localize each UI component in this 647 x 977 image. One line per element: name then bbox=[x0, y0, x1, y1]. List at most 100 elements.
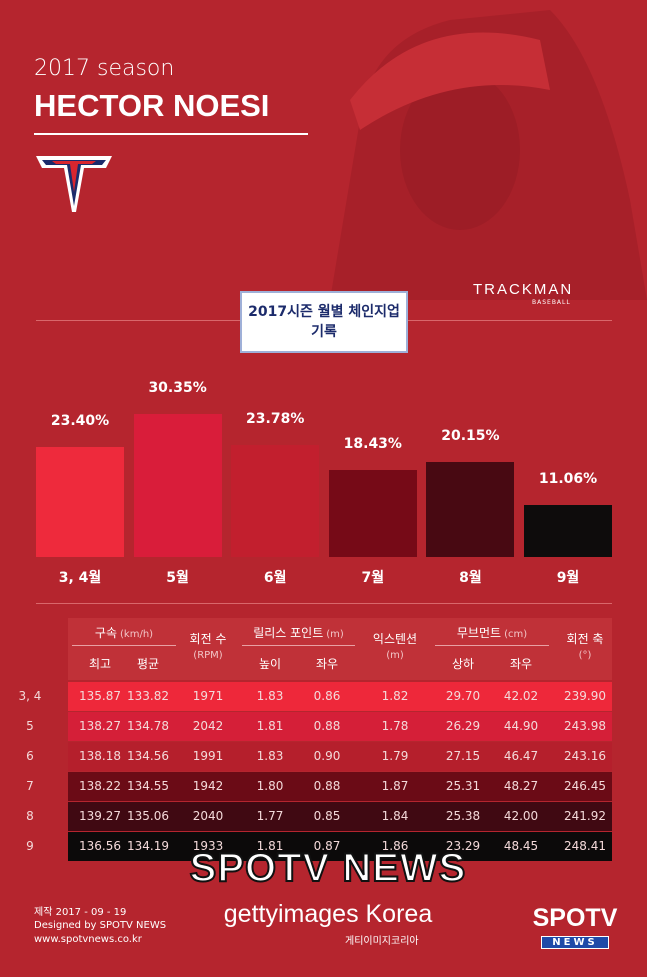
cell: 0.86 bbox=[313, 689, 341, 703]
cell: 46.47 bbox=[503, 749, 539, 763]
cell: 48.27 bbox=[503, 779, 539, 793]
sub-column-label: 평균 bbox=[136, 657, 160, 671]
column-unit: (°) bbox=[578, 650, 592, 661]
bar bbox=[524, 505, 612, 557]
cell: 0.85 bbox=[313, 809, 341, 823]
x-tick-label: 5월 bbox=[166, 570, 189, 586]
cell: 138.18 bbox=[79, 749, 121, 763]
cell: 139.27 bbox=[79, 809, 121, 823]
cell: 133.82 bbox=[127, 689, 169, 703]
value-label: 20.15% bbox=[441, 428, 500, 445]
column-unit: (m) bbox=[386, 650, 404, 661]
cell: 1971 bbox=[192, 689, 224, 703]
cell: 2042 bbox=[192, 719, 224, 733]
column-unit: (m) bbox=[326, 629, 344, 640]
cell: 241.92 bbox=[564, 809, 606, 823]
value-label: 30.35% bbox=[148, 380, 207, 397]
cell: 1933 bbox=[192, 839, 224, 853]
cell: 0.88 bbox=[313, 719, 341, 733]
cell: 2040 bbox=[192, 809, 224, 823]
cell: 1942 bbox=[192, 779, 224, 793]
x-tick-label: 3, 4월 bbox=[58, 570, 102, 586]
player-name: HECTOR NOESI bbox=[34, 88, 270, 123]
sub-column-label: 최고 bbox=[88, 657, 112, 671]
column-label: 무브먼트 bbox=[456, 626, 502, 640]
cell: 134.78 bbox=[127, 719, 169, 733]
cell: 248.41 bbox=[564, 839, 606, 853]
cell: 1.81 bbox=[256, 839, 284, 853]
cell: 0.88 bbox=[313, 779, 341, 793]
group-line bbox=[242, 645, 355, 646]
row-bg bbox=[68, 772, 612, 801]
watermark: SPOTV NEWS bbox=[189, 845, 467, 891]
cell: 25.31 bbox=[445, 779, 481, 793]
cell: 0.90 bbox=[313, 749, 341, 763]
column-unit: (cm) bbox=[504, 629, 528, 640]
cell: 134.19 bbox=[127, 839, 169, 853]
credit: Designed by SPOTV NEWS bbox=[34, 920, 167, 931]
x-tick-label: 8월 bbox=[459, 570, 482, 586]
row-label: 5 bbox=[26, 719, 34, 733]
value-label: 11.06% bbox=[538, 471, 598, 488]
brand-sub: BASEBALL bbox=[532, 299, 571, 306]
row-bg bbox=[68, 682, 612, 711]
cell: 25.38 bbox=[445, 809, 481, 823]
column-group: 릴리스 포인트 (m) bbox=[253, 624, 344, 641]
getty-kr: 게티이미지코리아 bbox=[345, 936, 419, 947]
cell: 29.70 bbox=[445, 689, 481, 703]
x-tick-label: 6월 bbox=[263, 570, 287, 586]
cell: 239.90 bbox=[564, 689, 606, 703]
x-tick-label: 7월 bbox=[361, 570, 385, 586]
column-label: 구속 bbox=[94, 626, 118, 640]
column-label: 회전 수 bbox=[189, 632, 227, 646]
row-label: 9 bbox=[26, 839, 34, 853]
header-bg bbox=[68, 618, 612, 680]
cell: 1.79 bbox=[381, 749, 409, 763]
logo-top: SPOTV bbox=[532, 904, 618, 932]
divider bbox=[36, 603, 612, 604]
cell: 1.87 bbox=[381, 779, 409, 793]
brand: TRACKMAN bbox=[473, 281, 574, 298]
cell: 1.83 bbox=[256, 689, 284, 703]
cell: 44.90 bbox=[503, 719, 539, 733]
cell: 1.86 bbox=[381, 839, 409, 853]
column-group: 구속 (km/h) bbox=[95, 624, 153, 641]
team-logo bbox=[36, 156, 112, 212]
cell: 138.22 bbox=[79, 779, 121, 793]
sub-column-label: 높이 bbox=[258, 657, 282, 671]
chart-title: 2017시즌 월별 체인지업 기록 bbox=[240, 291, 408, 353]
cell: 1.77 bbox=[256, 809, 284, 823]
x-tick-label: 9월 bbox=[556, 570, 580, 586]
sub-column-label: 좌우 bbox=[315, 657, 339, 671]
season: 2017 season bbox=[34, 56, 175, 81]
cell: 243.16 bbox=[564, 749, 606, 763]
cell: 42.02 bbox=[503, 689, 539, 703]
bar bbox=[231, 445, 320, 557]
cell: 134.56 bbox=[127, 749, 169, 763]
cell: 26.29 bbox=[445, 719, 481, 733]
bar bbox=[133, 414, 222, 557]
cell: 243.98 bbox=[564, 719, 606, 733]
row-bg bbox=[68, 742, 612, 771]
group-line bbox=[435, 645, 549, 646]
column-label: 릴리스 포인트 bbox=[253, 626, 324, 640]
url: www.spotvnews.co.kr bbox=[34, 934, 142, 945]
player-photo bbox=[330, 10, 647, 300]
row-label: 7 bbox=[26, 779, 34, 793]
cell: 1.83 bbox=[256, 749, 284, 763]
bar bbox=[426, 462, 515, 557]
cell: 1.81 bbox=[256, 719, 284, 733]
column-unit: (km/h) bbox=[120, 629, 154, 640]
group-line bbox=[72, 645, 176, 646]
column-group: 무브먼트 (cm) bbox=[457, 624, 527, 641]
getty: gettyimages Korea bbox=[223, 900, 433, 928]
cell: 138.27 bbox=[79, 719, 121, 733]
bar bbox=[36, 447, 124, 557]
column-unit: (RPM) bbox=[193, 650, 223, 661]
column-label: 회전 축 bbox=[566, 632, 604, 646]
bar bbox=[328, 470, 417, 557]
row-label: 6 bbox=[26, 749, 34, 763]
sub-column-label: 상하 bbox=[451, 657, 475, 671]
cell: 0.87 bbox=[313, 839, 341, 853]
